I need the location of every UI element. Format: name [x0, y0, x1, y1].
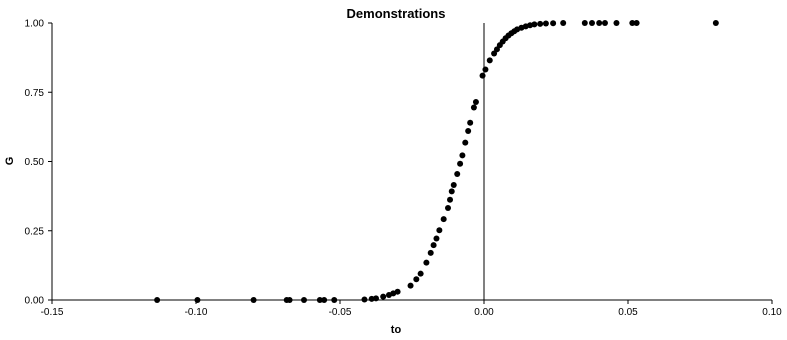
data-point [542, 20, 549, 27]
data-point [629, 20, 636, 26]
chart-title: Demonstrations [347, 6, 446, 21]
data-point [250, 297, 257, 303]
data-point [447, 196, 454, 203]
x-axis-ticks: -0.15 -0.10 -0.05 0.00 0.05 0.10 [41, 300, 782, 318]
data-point [601, 20, 608, 26]
y-axis-ticks: 0.00 0.25 0.50 0.75 1.00 [25, 19, 52, 307]
data-point [472, 98, 479, 105]
y-tick-label: 0.50 [25, 157, 45, 168]
data-points [154, 20, 719, 303]
data-point [589, 20, 595, 26]
data-point [154, 297, 161, 303]
data-point [448, 188, 455, 195]
data-point [380, 293, 387, 300]
data-point [316, 297, 323, 303]
data-point [430, 242, 437, 249]
data-point [450, 182, 457, 189]
data-point [482, 66, 489, 73]
data-point [394, 288, 401, 295]
data-point [413, 276, 420, 283]
data-point [440, 216, 447, 223]
data-point [465, 128, 472, 135]
data-point [423, 259, 430, 266]
y-tick-label: 0.00 [25, 296, 45, 307]
data-point [361, 296, 368, 303]
y-tick-label: 0.75 [25, 88, 45, 99]
y-tick-label: 0.25 [25, 226, 45, 237]
data-point [194, 297, 201, 303]
data-point [633, 20, 640, 26]
data-point [537, 20, 544, 27]
x-tick-label: 0.10 [762, 307, 782, 318]
x-tick-label: -0.15 [41, 307, 64, 318]
data-point [486, 57, 493, 64]
data-point [467, 119, 474, 126]
x-tick-label: 0.00 [474, 307, 494, 318]
x-tick-label: 0.05 [618, 307, 638, 318]
data-point [433, 235, 440, 242]
data-point [407, 282, 414, 289]
data-point [417, 270, 424, 277]
data-point [581, 20, 588, 26]
plot-area: -0.15 -0.10 -0.05 0.00 0.05 0.10 0.00 0.25 0.50… [25, 19, 783, 319]
data-point [462, 139, 469, 146]
x-tick-label: -0.05 [329, 307, 352, 318]
data-point [457, 160, 464, 167]
data-point [286, 297, 293, 303]
data-point [470, 104, 477, 111]
data-point [596, 20, 603, 26]
data-point [454, 170, 461, 177]
x-axis-title: to [391, 324, 402, 336]
data-point [712, 20, 719, 26]
y-axis-title: G [4, 157, 16, 166]
y-tick-label: 1.00 [25, 19, 45, 30]
data-point [479, 72, 486, 79]
data-point [560, 20, 567, 26]
data-point [331, 297, 338, 303]
data-point [613, 20, 620, 26]
data-point [321, 297, 328, 303]
data-point [301, 297, 307, 303]
data-point [427, 249, 434, 256]
x-tick-label: -0.10 [185, 307, 208, 318]
data-point [373, 295, 379, 302]
data-point [531, 21, 538, 28]
data-point [459, 152, 466, 159]
data-point [436, 227, 443, 234]
data-point [550, 20, 557, 27]
data-point [445, 205, 451, 212]
